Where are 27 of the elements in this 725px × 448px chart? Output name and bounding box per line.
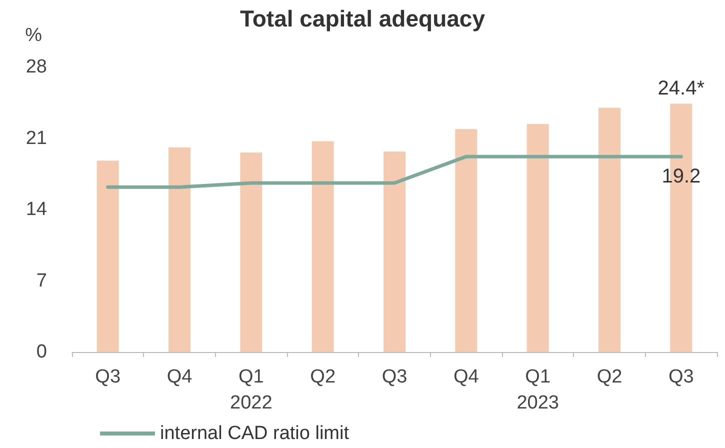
x-tick-label: Q2 [310, 366, 336, 388]
x-tick-label: Q2 [596, 366, 622, 388]
bar [598, 108, 620, 352]
y-tick-label: 21 [26, 128, 47, 149]
bar [96, 160, 119, 352]
x-tick-label: Q1 2023 [516, 366, 559, 414]
x-tick-label: Q4 [453, 366, 480, 388]
x-tick-label: Q3 [382, 366, 408, 388]
bar [240, 152, 262, 352]
bar [168, 147, 190, 352]
legend-label: internal CAD ratio limit [160, 423, 350, 444]
data-label: 24.4* [658, 78, 705, 100]
y-tick-label: 14 [26, 199, 48, 220]
x-tick-label: Q3 [95, 366, 121, 388]
bar [526, 124, 549, 352]
bar [455, 129, 478, 352]
y-tick-label: 7 [36, 270, 47, 292]
bar [312, 141, 334, 352]
x-tick-label: Q3 [668, 366, 694, 388]
bar [384, 151, 406, 352]
data-label: 19.2 [662, 166, 701, 188]
x-tick-label: Q1 2022 [230, 366, 272, 414]
chart-title: Total capital adequacy [240, 6, 486, 32]
y-tick-label: 28 [26, 56, 47, 78]
y-tick-label: 0 [36, 342, 47, 362]
x-tick-label: Q4 [166, 366, 193, 388]
y-axis-title: % [25, 25, 42, 46]
